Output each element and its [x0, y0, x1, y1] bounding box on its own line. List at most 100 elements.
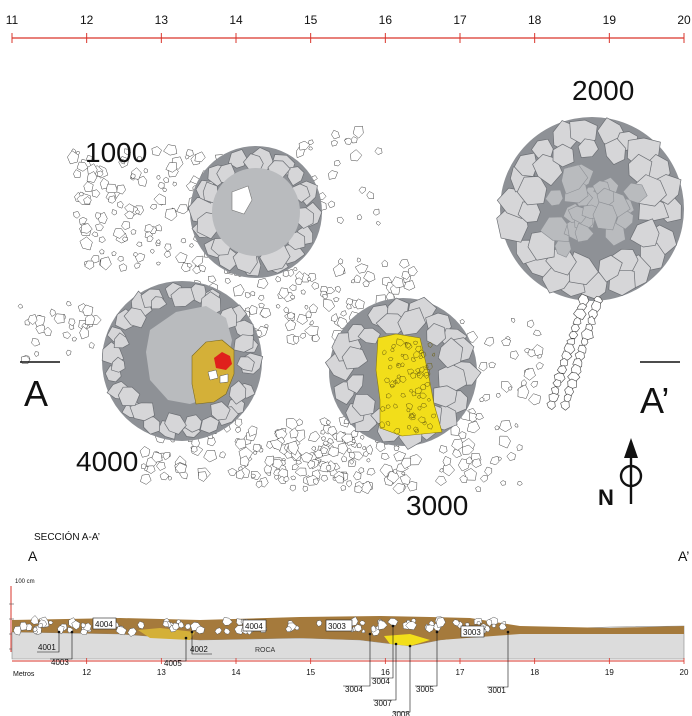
path-stone: [556, 365, 567, 374]
deposit-cell: [416, 372, 424, 379]
deposit-cell: [383, 377, 390, 384]
deposit-cell: [423, 372, 430, 379]
path-stone: [552, 379, 562, 388]
rubble-stone: [146, 465, 156, 474]
rubble-stone: [235, 426, 241, 434]
rubble-stone: [17, 303, 23, 309]
rubble-stone: [334, 285, 342, 293]
rubble-stone: [366, 458, 371, 463]
deposit-cell: [404, 342, 412, 349]
rubble-stone: [510, 350, 519, 360]
profile-stone: [361, 628, 366, 634]
profile-units-label: Metros: [13, 671, 35, 678]
profile-tick-label: 16: [381, 668, 390, 677]
rubble-stone: [137, 156, 143, 162]
deposit-cell: [382, 349, 387, 356]
deposit-cell: [411, 391, 417, 397]
rubble-stone: [250, 473, 256, 479]
deposit-cell: [400, 353, 404, 358]
rubble-stone: [137, 175, 148, 187]
rubble-stone: [198, 471, 208, 482]
interior-stone: [561, 164, 589, 195]
rubble-stone: [79, 325, 89, 340]
rubble-stone: [381, 452, 390, 461]
rubble-stone: [247, 425, 258, 437]
rubble-stone: [349, 459, 354, 465]
rubble-stone: [248, 304, 258, 315]
rubble-stone: [163, 144, 178, 156]
rubble-stone: [391, 276, 404, 289]
rubble-stone: [337, 258, 344, 265]
north-arrow: N: [598, 438, 643, 510]
scale-tick-label: 20: [677, 13, 691, 27]
rubble-stone: [191, 255, 204, 267]
rubble-stone: [328, 170, 338, 180]
rubble-stone: [43, 326, 52, 336]
rubble-stone: [374, 147, 383, 155]
rubble-stone: [527, 349, 536, 358]
deposit-cell: [390, 384, 395, 389]
wall-stone: [341, 346, 369, 370]
deposit-cell: [413, 340, 418, 345]
boxed-label-2: 4004: [245, 622, 263, 631]
rubble-stone: [323, 298, 336, 312]
rubble-stone: [207, 275, 217, 284]
rubble-stone: [85, 312, 96, 325]
rubble-stone: [289, 427, 299, 439]
rubble-stone: [341, 455, 347, 463]
path-stone: [546, 400, 556, 410]
profile-stone: [223, 627, 231, 635]
profile-tick-label: 17: [456, 668, 465, 677]
rubble-stone: [31, 338, 41, 347]
profile-scale-label: 100 cm: [15, 579, 35, 585]
rubble-stone: [295, 418, 303, 427]
rubble-stone: [336, 216, 345, 225]
rubble-stone: [514, 422, 519, 428]
rubble-stone: [459, 318, 465, 325]
deposit-cell: [420, 402, 428, 409]
rubble-stone: [293, 267, 298, 271]
deposit-cell: [417, 405, 422, 411]
rubble-stone: [393, 445, 400, 451]
rubble-stone: [356, 442, 363, 449]
rubble-stone: [400, 457, 412, 470]
rubble-stone: [527, 319, 535, 329]
deposit-cell: [410, 412, 417, 418]
leader-label-3004a: 3004: [345, 685, 363, 694]
structure-4000-red-feature: [214, 352, 232, 370]
profile-stone: [80, 622, 86, 628]
rubble-stone: [313, 478, 319, 486]
rubble-stone: [344, 137, 354, 145]
deposit-cell: [423, 382, 430, 387]
rubble-stone: [96, 170, 104, 177]
scale-tick-label: 17: [453, 13, 467, 27]
rubble-stone: [363, 450, 369, 457]
rubble-stone: [484, 466, 493, 477]
rubble-stone: [151, 451, 163, 463]
rubble-stone: [275, 428, 288, 440]
deposit-cell: [395, 377, 402, 384]
structure-2000-stones: [496, 117, 682, 300]
rubble-stone: [288, 284, 297, 291]
label-structure-3000: 3000: [406, 490, 468, 521]
rubble-stone: [409, 454, 423, 466]
profile-stone: [486, 619, 493, 627]
rubble-stone: [366, 468, 376, 476]
rubble-stone: [304, 325, 319, 336]
rubble-stone: [34, 351, 39, 357]
boxed-label-3: 3003: [328, 622, 346, 631]
rubble-stone: [175, 252, 188, 263]
profile-stone: [13, 626, 22, 636]
rubble-stone: [537, 353, 543, 359]
wall-stone: [210, 401, 231, 421]
rubble-stone: [350, 149, 363, 162]
rubble-stone: [289, 294, 295, 300]
leader-label-3004b: 3004: [372, 677, 390, 686]
rubble-stone: [336, 442, 349, 455]
rubble-stone: [523, 367, 536, 381]
rubble-stone: [84, 260, 95, 270]
rubble-stone: [517, 481, 523, 486]
rubble-stone: [296, 313, 308, 325]
deposit-cell: [424, 365, 429, 369]
deposit-cell: [405, 403, 413, 410]
